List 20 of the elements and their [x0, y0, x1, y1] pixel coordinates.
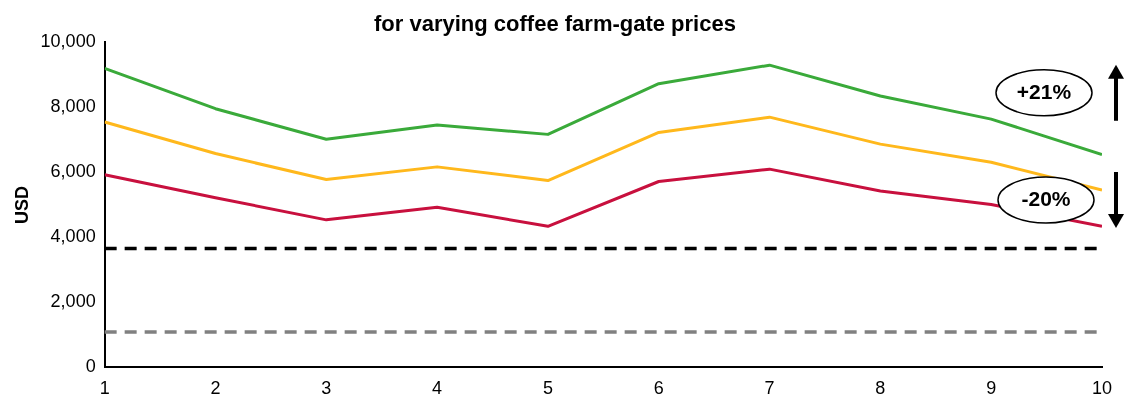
- x-tick-label: 4: [432, 378, 443, 399]
- y-tick-label: 10,000: [40, 31, 96, 52]
- annotation: -20%: [1021, 186, 1071, 210]
- chart-title: for varying coffee farm-gate prices: [374, 11, 736, 37]
- y-axis-title: USD: [11, 185, 32, 224]
- y-tick-label: 2,000: [50, 291, 96, 312]
- x-tick-label: 7: [764, 378, 775, 399]
- x-tick-label: 9: [986, 378, 997, 399]
- y-tick-label: 0: [85, 356, 96, 377]
- y-tick-label: 6,000: [50, 161, 96, 182]
- x-tick-label: 5: [542, 378, 553, 399]
- y-tick-label: 4,000: [50, 226, 96, 247]
- x-tick-label: 2: [210, 378, 221, 399]
- x-tick-label: 3: [321, 378, 332, 399]
- annotation: +21%: [1016, 79, 1072, 103]
- x-tick-label: 8: [875, 378, 886, 399]
- x-tick-label: 10: [1091, 378, 1113, 399]
- x-tick-label: 6: [653, 378, 664, 399]
- y-tick-label: 8,000: [50, 96, 96, 117]
- x-tick-label: 1: [99, 378, 110, 399]
